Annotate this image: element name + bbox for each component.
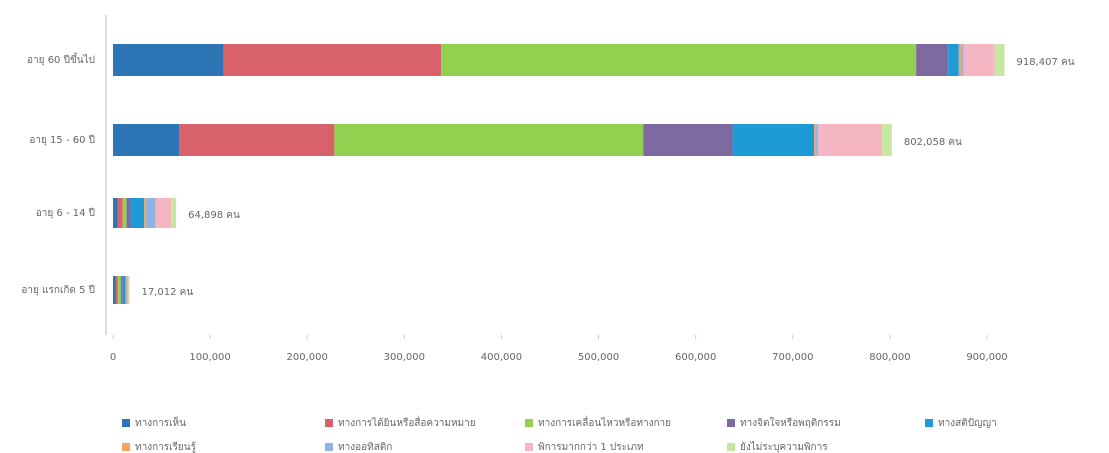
bar-segment [643, 124, 733, 156]
x-tick-label: 0 [110, 352, 116, 363]
bar-segment [818, 124, 883, 156]
category-label: อายุ 15 - 60 ปี [29, 134, 95, 146]
legend-swatch [925, 419, 933, 427]
bar-segment [113, 44, 224, 76]
legend-label: ทางสติปัญญา [938, 418, 997, 429]
bar-segment [816, 124, 819, 156]
x-tick-label: 200,000 [287, 352, 328, 363]
legend-swatch [122, 443, 130, 451]
total-label: 64,898 คน [188, 210, 240, 221]
category-label: อายุ แรกเกิด 5 ปี [21, 284, 95, 296]
bar-segment [122, 198, 127, 228]
x-tick-label: 600,000 [675, 352, 716, 363]
x-tick-label: 900,000 [966, 352, 1007, 363]
bar-segment [948, 44, 959, 76]
x-tick-label: 800,000 [869, 352, 910, 363]
bar-segment [127, 276, 129, 304]
bar-segment [115, 276, 118, 304]
bar-segment [113, 198, 118, 228]
bar-segment [334, 124, 644, 156]
total-label: 17,012 คน [142, 287, 194, 298]
bar-segment [441, 44, 917, 76]
legend-swatch [325, 419, 333, 427]
bar-segment [994, 44, 1005, 76]
total-label: 918,407 คน [1016, 57, 1074, 68]
legend-label: ยังไม่ระบุความพิการ [740, 441, 828, 453]
bar-segment [155, 198, 172, 228]
legend-swatch [525, 443, 533, 451]
bar-segment [916, 44, 949, 76]
bar-segment [146, 198, 156, 228]
legend-label: พิการมากกว่า 1 ประเภท [538, 442, 644, 453]
legend-label: ทางจิตใจหรือพฤติกรรม [740, 417, 841, 429]
legend-label: ทางการเห็น [135, 415, 186, 429]
bar-segment [130, 198, 145, 228]
bar-segment [126, 276, 128, 304]
total-label: 802,058 คน [904, 137, 962, 148]
x-tick-label: 700,000 [772, 352, 813, 363]
legend-label: ทางออทิสติก [338, 442, 392, 453]
category-label: อายุ 60 ปีขึ้นไป [27, 52, 95, 66]
bar-segment [128, 276, 130, 304]
bar-segment [814, 124, 817, 156]
bar-segment [113, 276, 116, 304]
x-tick-label: 100,000 [189, 352, 230, 363]
legend-swatch [122, 419, 130, 427]
bar-segment [961, 44, 964, 76]
legend-label: ทางการเรียนรู้ [135, 441, 197, 453]
category-label: อายุ 6 - 14 ปี [36, 207, 95, 219]
bar-segment [117, 276, 121, 304]
x-tick-label: 300,000 [384, 352, 425, 363]
bar-segment [120, 276, 123, 304]
bar-segment [144, 198, 147, 228]
x-tick-label: 400,000 [481, 352, 522, 363]
legend-swatch [525, 419, 533, 427]
legend-label: ทางการได้ยินหรือสื่อความหมาย [338, 415, 476, 429]
bar-segment [117, 198, 123, 228]
x-tick-label: 500,000 [578, 352, 619, 363]
legend-swatch [727, 419, 735, 427]
bar-segment [732, 124, 815, 156]
legend-label: ทางการเคลื่อนไหวหรือทางกาย [538, 415, 671, 429]
legend-swatch [325, 443, 333, 451]
bar-segment [113, 124, 180, 156]
bar-segment [122, 276, 126, 304]
bar-segment [958, 44, 962, 76]
bar-segment [963, 44, 995, 76]
legend-swatch [727, 443, 735, 451]
bar-segment [171, 198, 177, 228]
bar-segment [223, 44, 442, 76]
bar-segment [126, 198, 131, 228]
bar-segment [882, 124, 892, 156]
bar-segment [179, 124, 335, 156]
bar-segment [125, 276, 127, 304]
